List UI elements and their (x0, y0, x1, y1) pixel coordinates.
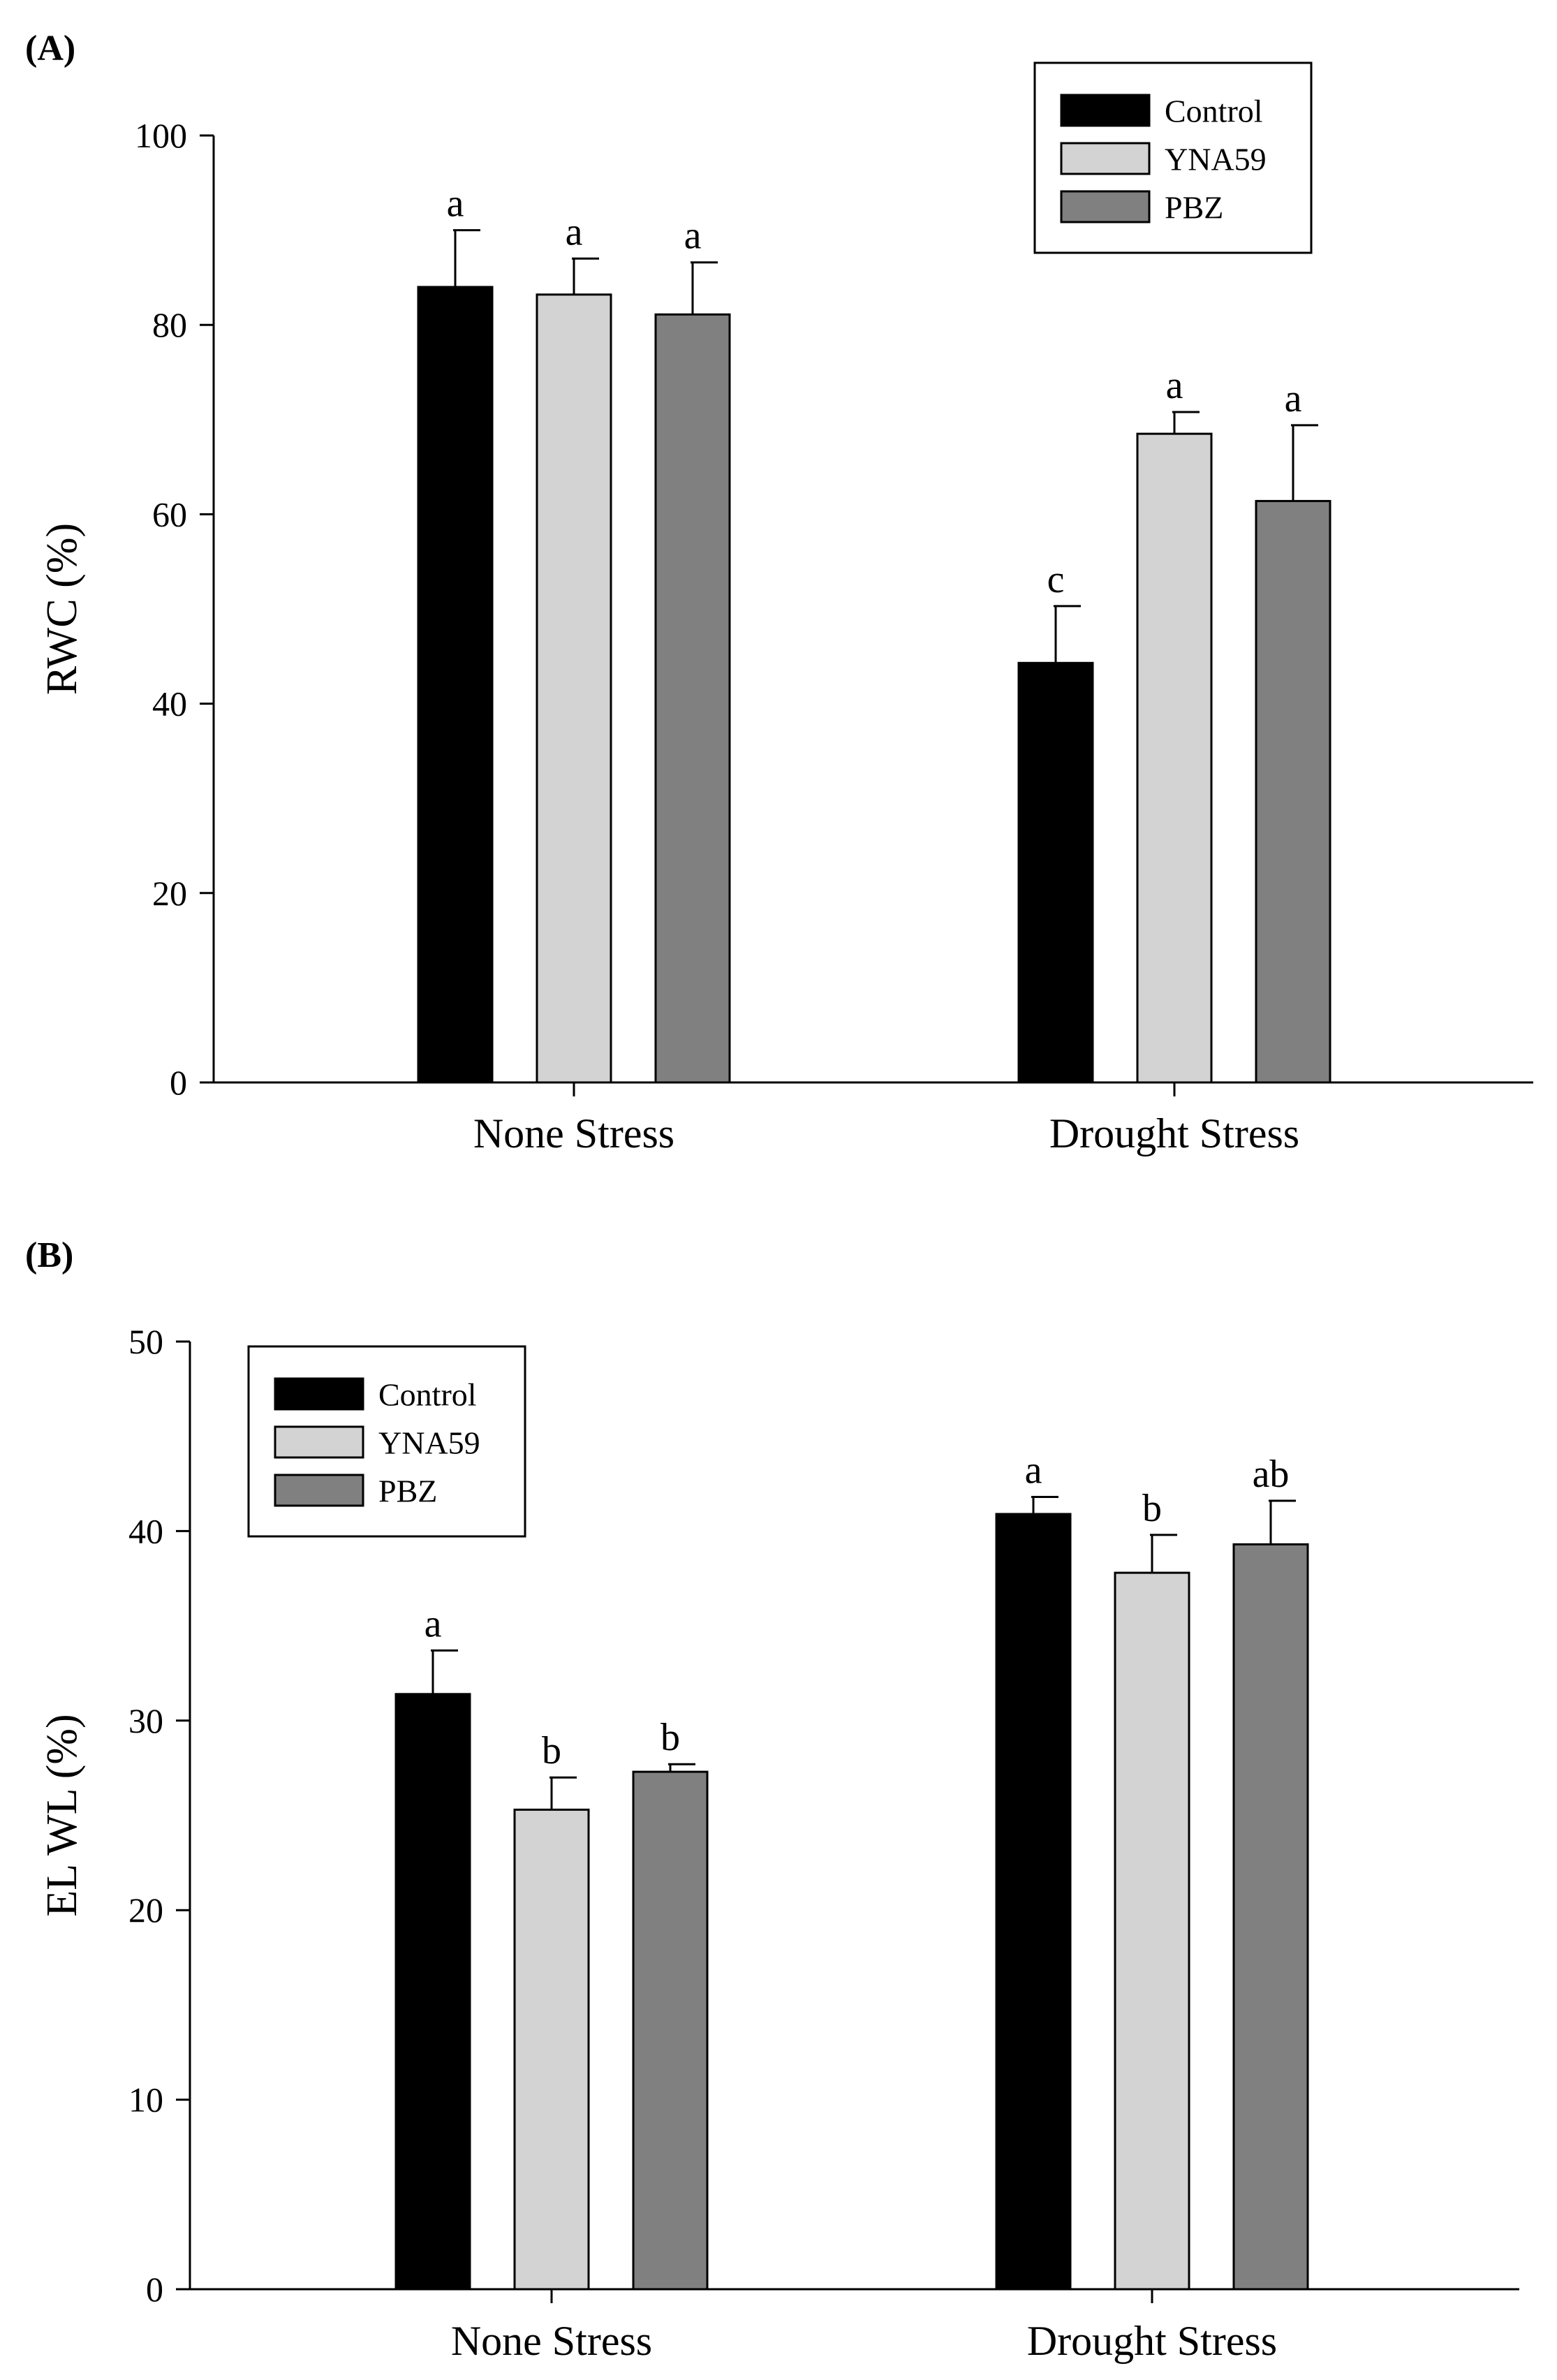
x-category-label: Drought Stress (1027, 2318, 1277, 2364)
x-category-label: None Stress (451, 2318, 652, 2364)
y-tick-label: 100 (135, 116, 187, 155)
panel-label: (B) (25, 1235, 73, 1275)
bar (1136, 432, 1213, 1084)
bar (632, 1770, 709, 2291)
significance-letter: b (542, 1729, 561, 1772)
legend-label: PBZ (1165, 190, 1223, 226)
y-tick-label: 20 (128, 1890, 163, 1930)
bar (1114, 1571, 1190, 2291)
significance-letter: a (566, 210, 583, 254)
bar (394, 1693, 471, 2291)
legend: Control YNA59 PBZ (1033, 61, 1313, 254)
y-tick-label: 40 (128, 1511, 163, 1550)
legend-label: PBZ (378, 1474, 437, 1509)
bar (1017, 661, 1094, 1084)
chart-panel-a: (A) RWC (%) 0 20 40 60 80 100 None Stress Drought… (25, 29, 1533, 1156)
legend-swatch (1060, 190, 1151, 223)
significance-letter: a (425, 1602, 442, 1645)
chart-panel-b: (B) EL WL (%) 0 10 20 30 40 50 None Stress Drough… (25, 1235, 1519, 2364)
legend-label: Control (1165, 94, 1263, 129)
bar (513, 1808, 590, 2291)
bar (1232, 1543, 1309, 2291)
significance-letter: c (1047, 558, 1065, 601)
significance-letter: b (661, 1716, 680, 1759)
legend-swatch (1060, 94, 1151, 127)
y-tick-label: 80 (152, 305, 187, 344)
y-tick-label: 20 (152, 874, 187, 913)
y-tick-label: 40 (152, 684, 187, 723)
legend-swatch (274, 1377, 364, 1411)
y-axis-title: EL WL (%) (38, 1714, 86, 1916)
significance-letter: a (447, 182, 464, 226)
significance-letter: b (1142, 1487, 1162, 1530)
legend: Control YNA59 PBZ (247, 1345, 526, 1538)
bar (995, 1513, 1072, 2291)
x-category-label: Drought Stress (1049, 1110, 1299, 1156)
bar (417, 286, 494, 1084)
legend-swatch (274, 1425, 364, 1459)
y-tick-label: 0 (146, 2270, 163, 2309)
significance-letter: a (1025, 1449, 1042, 1492)
panel-label: (A) (25, 29, 75, 68)
significance-letter: a (1285, 377, 1302, 420)
y-tick-label: 30 (128, 1701, 163, 1740)
legend-swatch (274, 1474, 364, 1507)
y-tick-label: 60 (152, 494, 187, 534)
y-tick-label: 50 (128, 1322, 163, 1361)
bar (536, 293, 612, 1084)
y-tick-label: 10 (128, 2080, 163, 2120)
legend-label: Control (378, 1377, 477, 1413)
bar (654, 313, 731, 1084)
y-axis-title: RWC (%) (38, 523, 86, 695)
legend-label: YNA59 (1165, 142, 1267, 177)
y-tick-label: 0 (170, 1063, 187, 1102)
significance-letter: a (1166, 364, 1183, 407)
x-category-label: None Stress (473, 1110, 674, 1156)
legend-swatch (1060, 142, 1151, 175)
significance-letter: ab (1253, 1453, 1290, 1496)
significance-letter: a (684, 214, 702, 258)
legend-label: YNA59 (378, 1425, 480, 1461)
bar (1255, 499, 1331, 1084)
